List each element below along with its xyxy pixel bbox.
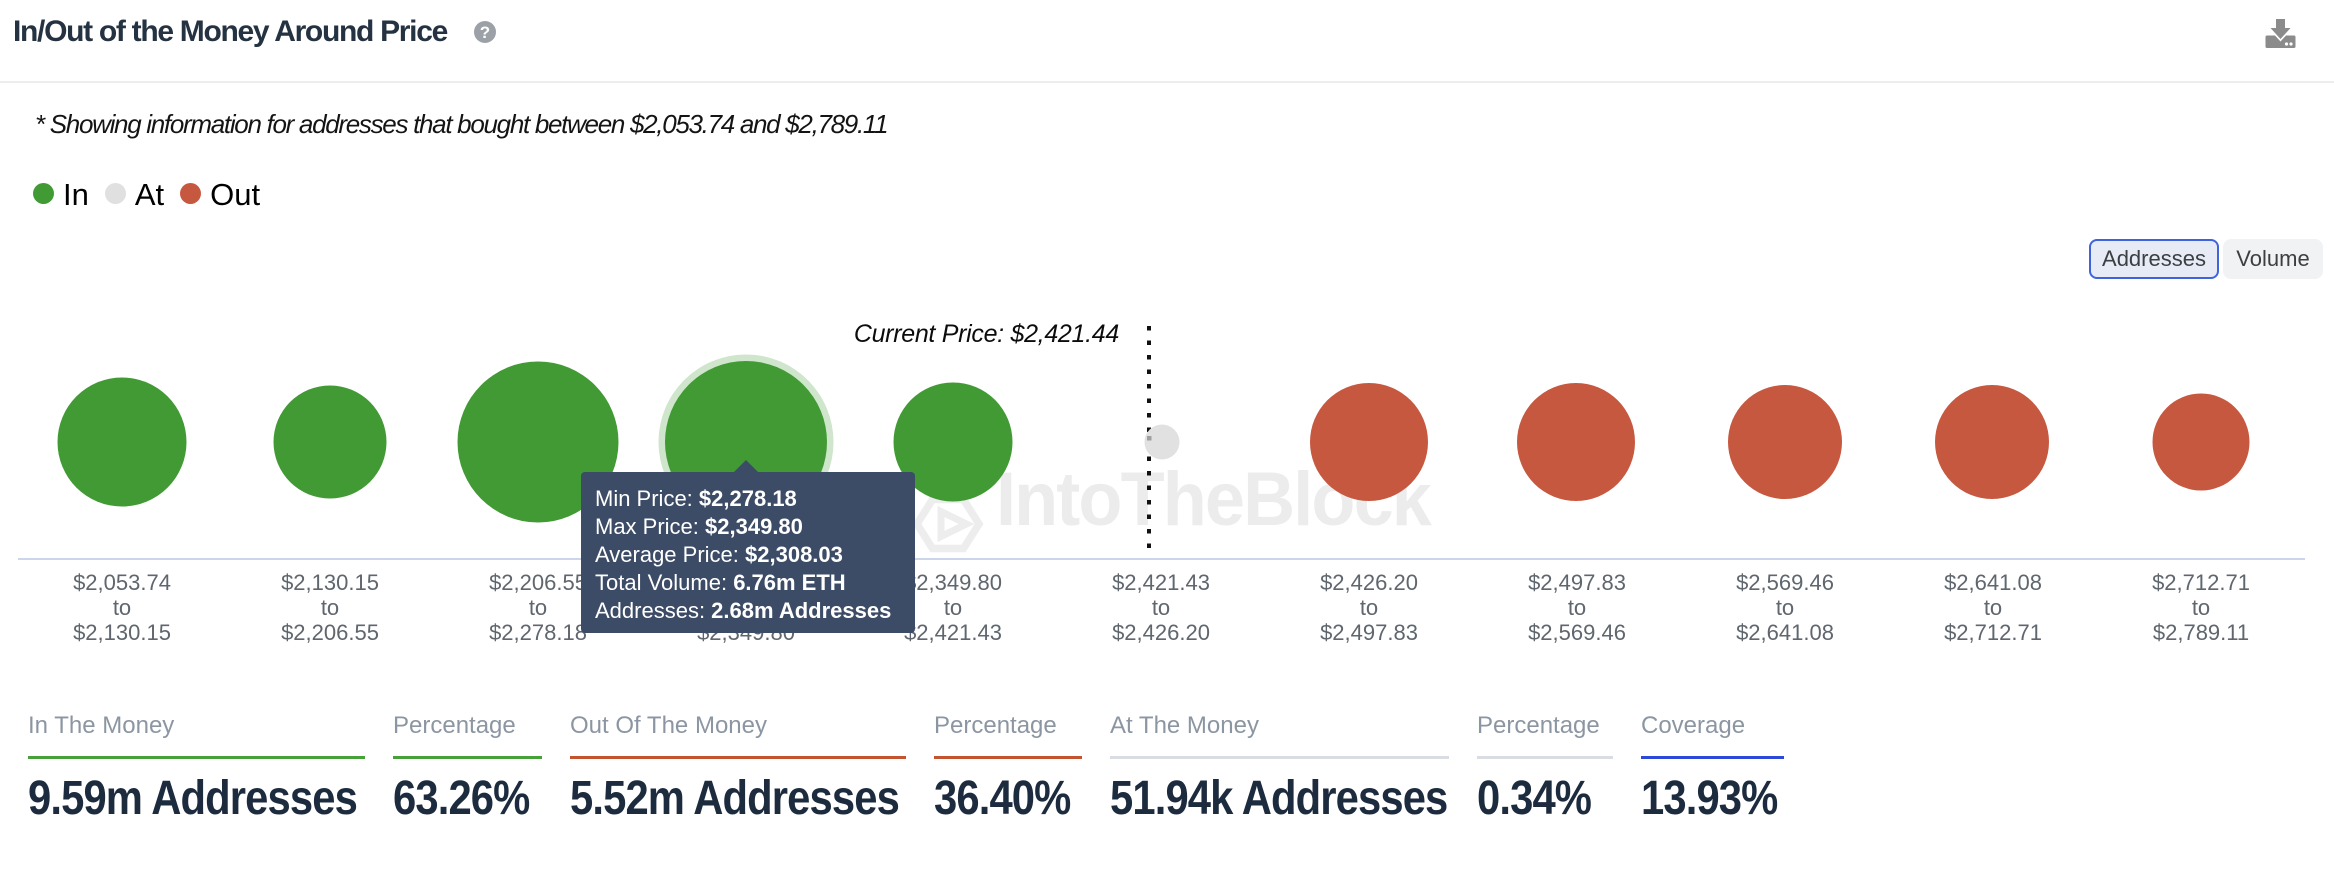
svg-text:?: ? <box>480 23 490 42</box>
